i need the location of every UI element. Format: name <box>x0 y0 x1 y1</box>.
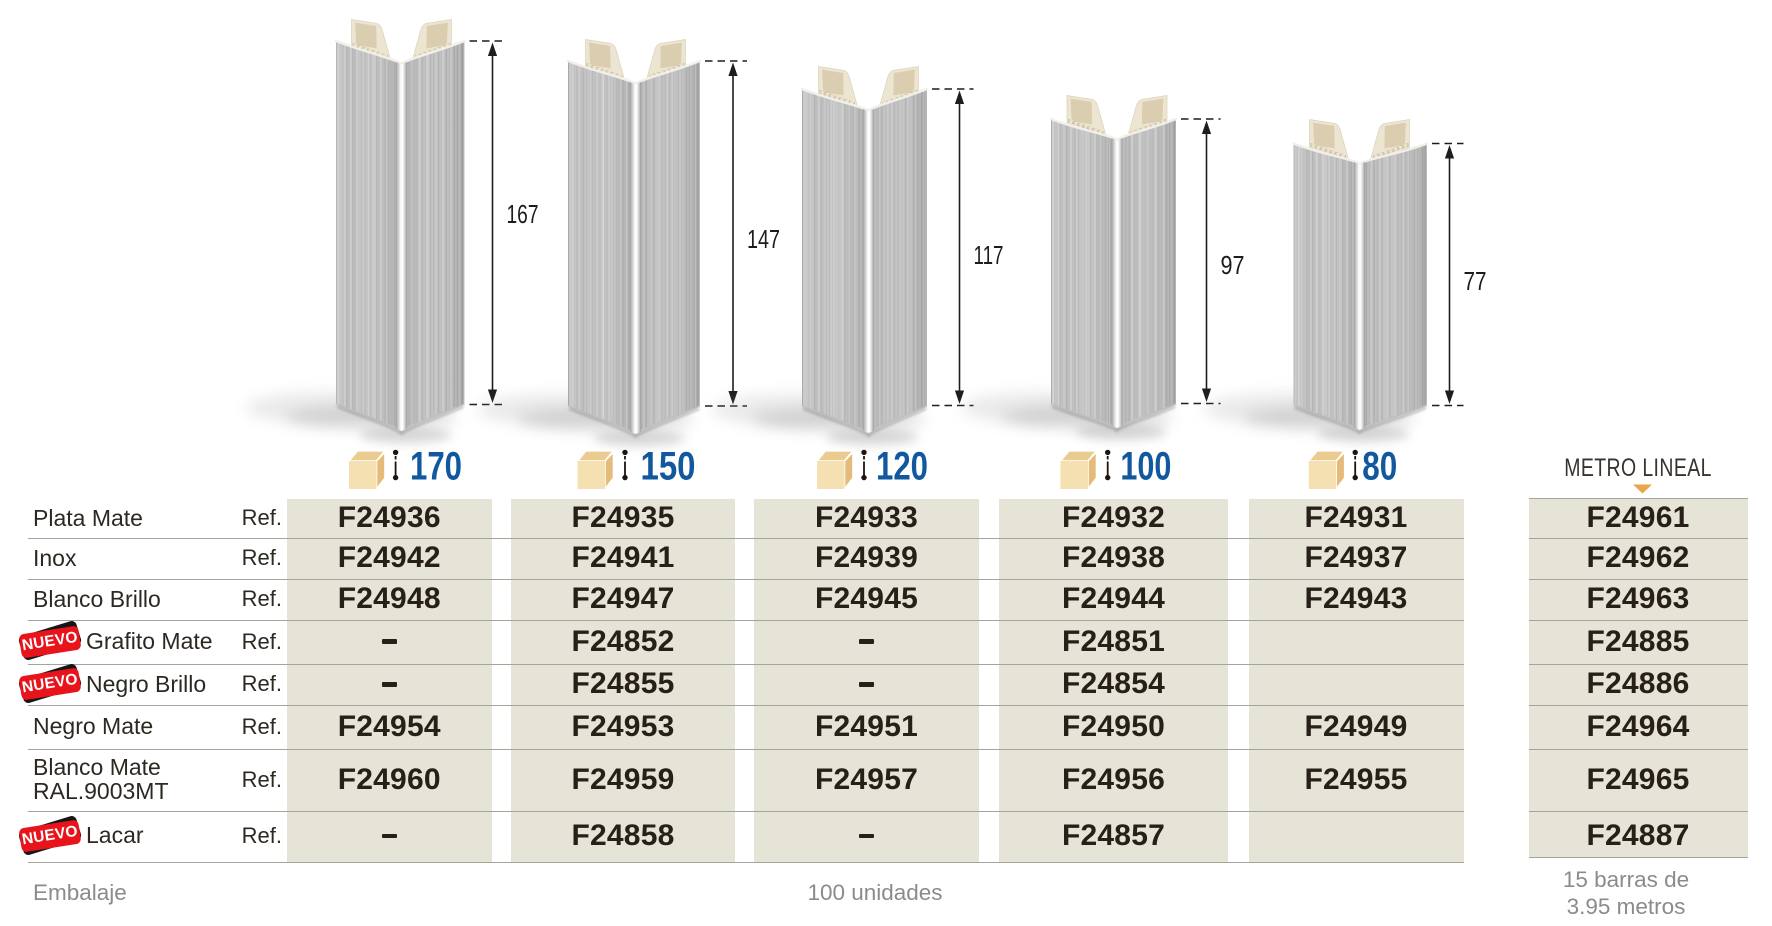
svg-text:100: 100 <box>1120 445 1171 489</box>
svg-text:150: 150 <box>641 445 696 489</box>
svg-text:80: 80 <box>1362 445 1397 489</box>
svg-text:167: 167 <box>507 201 539 229</box>
svg-text:77: 77 <box>1464 268 1487 296</box>
svg-text:117: 117 <box>974 242 1004 270</box>
svg-text:170: 170 <box>410 445 462 489</box>
svg-text:METRO LINEAL: METRO LINEAL <box>1564 454 1712 482</box>
svg-text:147: 147 <box>747 226 780 254</box>
svg-text:97: 97 <box>1221 252 1245 280</box>
svg-text:120: 120 <box>876 445 928 489</box>
